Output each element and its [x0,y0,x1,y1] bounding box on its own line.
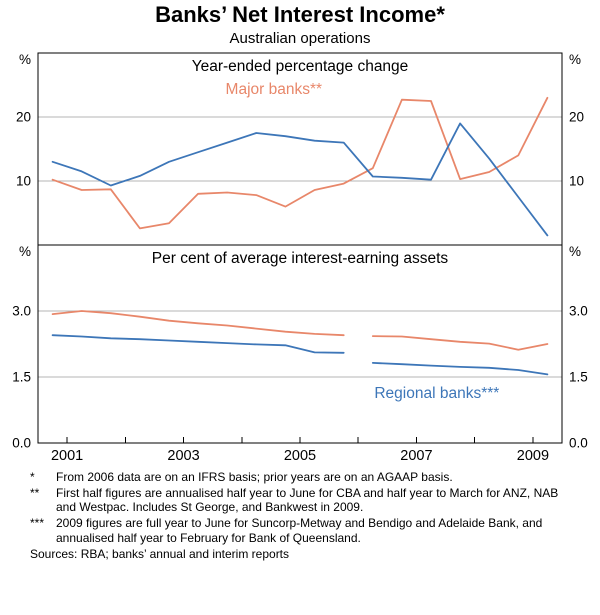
svg-text:Per cent of average interest-e: Per cent of average interest-earning ass… [152,250,449,267]
svg-text:0.0: 0.0 [569,436,588,451]
footnotes: * From 2006 data are on an IFRS basis; p… [30,470,584,562]
chart-title: Banks’ Net Interest Income* [155,2,445,27]
svg-text:%: % [19,52,31,67]
svg-text:2007: 2007 [400,448,432,464]
svg-text:2003: 2003 [167,448,199,464]
footnote-3-text: 2009 figures are full year to June for S… [56,515,543,545]
footnote-1-text: From 2006 data are on an IFRS basis; pri… [56,470,453,484]
footnote-2: ** First half figures are annualised hal… [30,486,584,515]
svg-text:2001: 2001 [51,448,83,464]
svg-text:10: 10 [16,174,31,189]
svg-text:0.0: 0.0 [12,436,31,451]
footnote-3-marker: *** [30,515,45,530]
svg-text:3.0: 3.0 [12,304,31,319]
footnote-1-marker: * [30,470,35,484]
chart-subtitle: Australian operations [229,30,371,47]
svg-text:%: % [569,52,581,67]
svg-text:Major banks**: Major banks** [226,81,323,98]
svg-text:Year-ended percentage change: Year-ended percentage change [192,58,409,75]
svg-text:2005: 2005 [284,448,316,464]
footnote-3: *** 2009 figures are full year to June f… [30,516,584,545]
svg-text:%: % [569,244,581,259]
svg-text:20: 20 [16,110,31,125]
svg-text:20: 20 [569,110,584,125]
svg-text:Regional banks***: Regional banks*** [374,385,499,402]
svg-text:10: 10 [569,174,584,189]
sources-line: Sources: RBA; banks’ annual and interim … [30,547,290,562]
footnote-1: * From 2006 data are on an IFRS basis; p… [30,470,584,485]
svg-text:3.0: 3.0 [569,304,588,319]
svg-text:2009: 2009 [517,448,549,464]
svg-text:1.5: 1.5 [569,370,588,385]
svg-text:1.5: 1.5 [12,370,31,385]
chart-svg: 20 20 10 10% % Year-ended percentage change Ma… [12,52,588,464]
svg-text:%: % [19,244,31,259]
footnote-2-marker: ** [30,485,40,500]
footnote-2-text: First half figures are annualised half y… [56,485,559,515]
